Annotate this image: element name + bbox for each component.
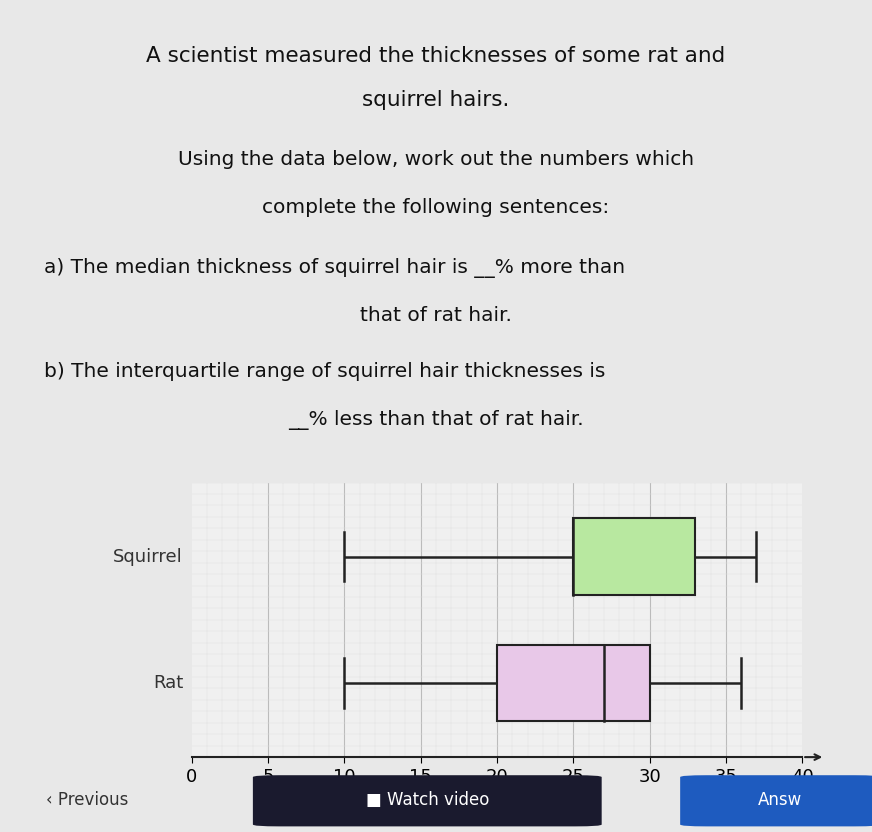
Text: complete the following sentences:: complete the following sentences:	[262, 198, 610, 216]
Text: that of rat hair.: that of rat hair.	[360, 306, 512, 324]
Text: Rat: Rat	[153, 674, 183, 692]
Text: Answ: Answ	[759, 790, 802, 809]
Text: ■ Watch video: ■ Watch video	[365, 790, 489, 809]
FancyBboxPatch shape	[680, 775, 872, 826]
Bar	[497, 645, 650, 721]
Bar	[574, 518, 696, 595]
Text: __% less than that of rat hair.: __% less than that of rat hair.	[288, 409, 584, 429]
Text: b) The interquartile range of squirrel hair thicknesses is: b) The interquartile range of squirrel h…	[44, 362, 605, 381]
Text: Squirrel: Squirrel	[113, 547, 183, 566]
Text: ‹ Previous: ‹ Previous	[46, 790, 128, 809]
Text: Using the data below, work out the numbers which: Using the data below, work out the numbe…	[178, 150, 694, 169]
FancyBboxPatch shape	[253, 775, 602, 826]
Text: A scientist measured the thicknesses of some rat and: A scientist measured the thicknesses of …	[146, 47, 726, 67]
Text: a) The median thickness of squirrel hair is __% more than: a) The median thickness of squirrel hair…	[44, 258, 624, 278]
Text: squirrel hairs.: squirrel hairs.	[362, 90, 510, 110]
